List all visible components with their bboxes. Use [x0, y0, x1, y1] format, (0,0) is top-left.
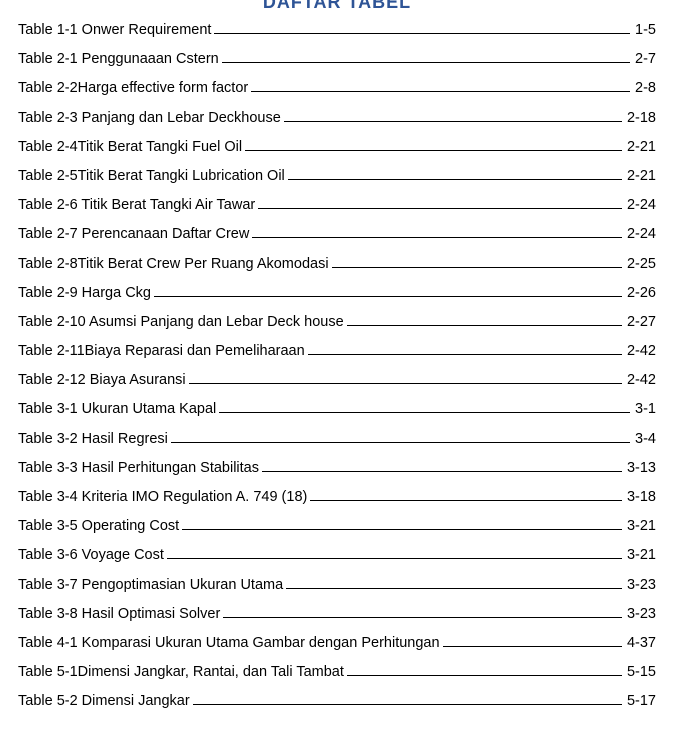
- toc-entry: Table 3-6 Voyage Cost 3-21: [18, 547, 656, 563]
- toc-entry-page: 2-25: [625, 256, 656, 272]
- toc-leader-line: [288, 179, 622, 180]
- toc-entry: Table 2-11Biaya Reparasi dan Pemeliharaa…: [18, 343, 656, 359]
- toc-entry: Table 2-12 Biaya Asuransi 2-42: [18, 372, 656, 388]
- toc-entry-label: Table 3-6 Voyage Cost: [18, 547, 164, 563]
- toc-entry: Table 2-1 Penggunaaan Cstern 2-7: [18, 51, 656, 67]
- toc-entry-page: 3-21: [625, 547, 656, 563]
- toc-entry-page: 3-4: [633, 431, 656, 447]
- toc-entry: Table 5-1Dimensi Jangkar, Rantai, dan Ta…: [18, 664, 656, 680]
- toc-entry-label: Table 1-1 Onwer Requirement: [18, 22, 211, 38]
- toc-entry-label: Table 2-4Titik Berat Tangki Fuel Oil: [18, 139, 242, 155]
- toc-entry-label: Table 2-11Biaya Reparasi dan Pemeliharaa…: [18, 343, 305, 359]
- toc-entry: Table 2-10 Asumsi Panjang dan Lebar Deck…: [18, 314, 656, 330]
- toc-entry: Table 2-9 Harga Ckg 2-26: [18, 285, 656, 301]
- table-of-contents: Table 1-1 Onwer Requirement 1-5 Table 2-1 …: [18, 22, 656, 709]
- toc-entry: Table 2-4Titik Berat Tangki Fuel Oil 2-21: [18, 139, 656, 155]
- toc-leader-line: [443, 646, 622, 647]
- toc-entry: Table 2-3 Panjang dan Lebar Deckhouse 2-1…: [18, 110, 656, 126]
- toc-entry-page: 3-13: [625, 460, 656, 476]
- toc-leader-line: [308, 354, 622, 355]
- toc-entry-label: Table 2-8Titik Berat Crew Per Ruang Akom…: [18, 256, 329, 272]
- toc-entry-page: 2-42: [625, 372, 656, 388]
- toc-entry-page: 2-8: [633, 80, 656, 96]
- toc-entry-page: 2-24: [625, 226, 656, 242]
- page-title: DAFTAR TABEL: [18, 0, 656, 12]
- toc-leader-line: [310, 500, 622, 501]
- toc-leader-line: [222, 62, 630, 63]
- toc-entry: Table 5-2 Dimensi Jangkar 5-17: [18, 693, 656, 709]
- toc-leader-line: [332, 267, 622, 268]
- toc-entry-label: Table 2-6 Titik Berat Tangki Air Tawar: [18, 197, 255, 213]
- toc-entry-label: Table 3-8 Hasil Optimasi Solver: [18, 606, 220, 622]
- toc-entry-page: 2-7: [633, 51, 656, 67]
- toc-leader-line: [167, 558, 622, 559]
- toc-entry-page: 3-23: [625, 606, 656, 622]
- toc-entry-label: Table 3-2 Hasil Regresi: [18, 431, 168, 447]
- toc-entry-label: Table 2-9 Harga Ckg: [18, 285, 151, 301]
- toc-entry: Table 3-3 Hasil Perhitungan Stabilitas 3-…: [18, 460, 656, 476]
- toc-entry-label: Table 3-7 Pengoptimasian Ukuran Utama: [18, 577, 283, 593]
- toc-entry: Table 2-8Titik Berat Crew Per Ruang Akom…: [18, 256, 656, 272]
- toc-leader-line: [347, 675, 622, 676]
- toc-entry: Table 2-6 Titik Berat Tangki Air Tawar 2-…: [18, 197, 656, 213]
- toc-leader-line: [219, 412, 630, 413]
- toc-entry-label: Table 4-1 Komparasi Ukuran Utama Gambar …: [18, 635, 440, 651]
- toc-entry: Table 1-1 Onwer Requirement 1-5: [18, 22, 656, 38]
- toc-leader-line: [189, 383, 622, 384]
- toc-entry-label: Table 2-10 Asumsi Panjang dan Lebar Deck…: [18, 314, 344, 330]
- toc-entry-label: Table 2-3 Panjang dan Lebar Deckhouse: [18, 110, 281, 126]
- toc-entry-page: 5-15: [625, 664, 656, 680]
- toc-entry-page: 2-27: [625, 314, 656, 330]
- toc-entry-label: Table 3-5 Operating Cost: [18, 518, 179, 534]
- toc-leader-line: [286, 588, 622, 589]
- toc-leader-line: [258, 208, 622, 209]
- toc-entry-label: Table 2-12 Biaya Asuransi: [18, 372, 186, 388]
- toc-leader-line: [245, 150, 622, 151]
- toc-entry: Table 3-1 Ukuran Utama Kapal 3-1: [18, 401, 656, 417]
- toc-entry-page: 3-23: [625, 577, 656, 593]
- toc-entry-label: Table 3-3 Hasil Perhitungan Stabilitas: [18, 460, 259, 476]
- toc-entry-label: Table 2-2Harga effective form factor: [18, 80, 248, 96]
- toc-entry: Table 3-5 Operating Cost 3-21: [18, 518, 656, 534]
- toc-entry: Table 3-4 Kriteria IMO Regulation A. 749…: [18, 489, 656, 505]
- toc-entry-page: 2-24: [625, 197, 656, 213]
- toc-entry-page: 2-26: [625, 285, 656, 301]
- toc-entry-label: Table 5-1Dimensi Jangkar, Rantai, dan Ta…: [18, 664, 344, 680]
- toc-entry: Table 2-5Titik Berat Tangki Lubrication …: [18, 168, 656, 184]
- toc-entry: Table 2-7 Perencanaan Daftar Crew 2-24: [18, 226, 656, 242]
- toc-entry: Table 3-2 Hasil Regresi 3-4: [18, 431, 656, 447]
- toc-leader-line: [284, 121, 622, 122]
- toc-entry-label: Table 2-1 Penggunaaan Cstern: [18, 51, 219, 67]
- toc-entry-page: 2-42: [625, 343, 656, 359]
- toc-entry-page: 2-18: [625, 110, 656, 126]
- toc-leader-line: [171, 442, 630, 443]
- toc-leader-line: [347, 325, 622, 326]
- toc-leader-line: [251, 91, 630, 92]
- toc-leader-line: [193, 704, 622, 705]
- toc-entry: Table 3-7 Pengoptimasian Ukuran Utama 3-2…: [18, 577, 656, 593]
- toc-entry-page: 3-18: [625, 489, 656, 505]
- toc-entry-label: Table 2-7 Perencanaan Daftar Crew: [18, 226, 249, 242]
- toc-leader-line: [223, 617, 622, 618]
- toc-leader-line: [154, 296, 622, 297]
- toc-entry-page: 3-1: [633, 401, 656, 417]
- toc-entry: Table 3-8 Hasil Optimasi Solver 3-23: [18, 606, 656, 622]
- toc-entry-label: Table 3-1 Ukuran Utama Kapal: [18, 401, 216, 417]
- toc-entry-page: 1-5: [633, 22, 656, 38]
- toc-entry-label: Table 3-4 Kriteria IMO Regulation A. 749…: [18, 489, 307, 505]
- toc-entry-label: Table 5-2 Dimensi Jangkar: [18, 693, 190, 709]
- toc-leader-line: [262, 471, 622, 472]
- toc-entry: Table 4-1 Komparasi Ukuran Utama Gambar …: [18, 635, 656, 651]
- toc-entry: Table 2-2Harga effective form factor 2-8: [18, 80, 656, 96]
- toc-entry-label: Table 2-5Titik Berat Tangki Lubrication …: [18, 168, 285, 184]
- toc-entry-page: 4-37: [625, 635, 656, 651]
- toc-entry-page: 5-17: [625, 693, 656, 709]
- toc-entry-page: 2-21: [625, 139, 656, 155]
- toc-entry-page: 3-21: [625, 518, 656, 534]
- toc-entry-page: 2-21: [625, 168, 656, 184]
- toc-leader-line: [214, 33, 630, 34]
- toc-leader-line: [182, 529, 622, 530]
- toc-leader-line: [252, 237, 622, 238]
